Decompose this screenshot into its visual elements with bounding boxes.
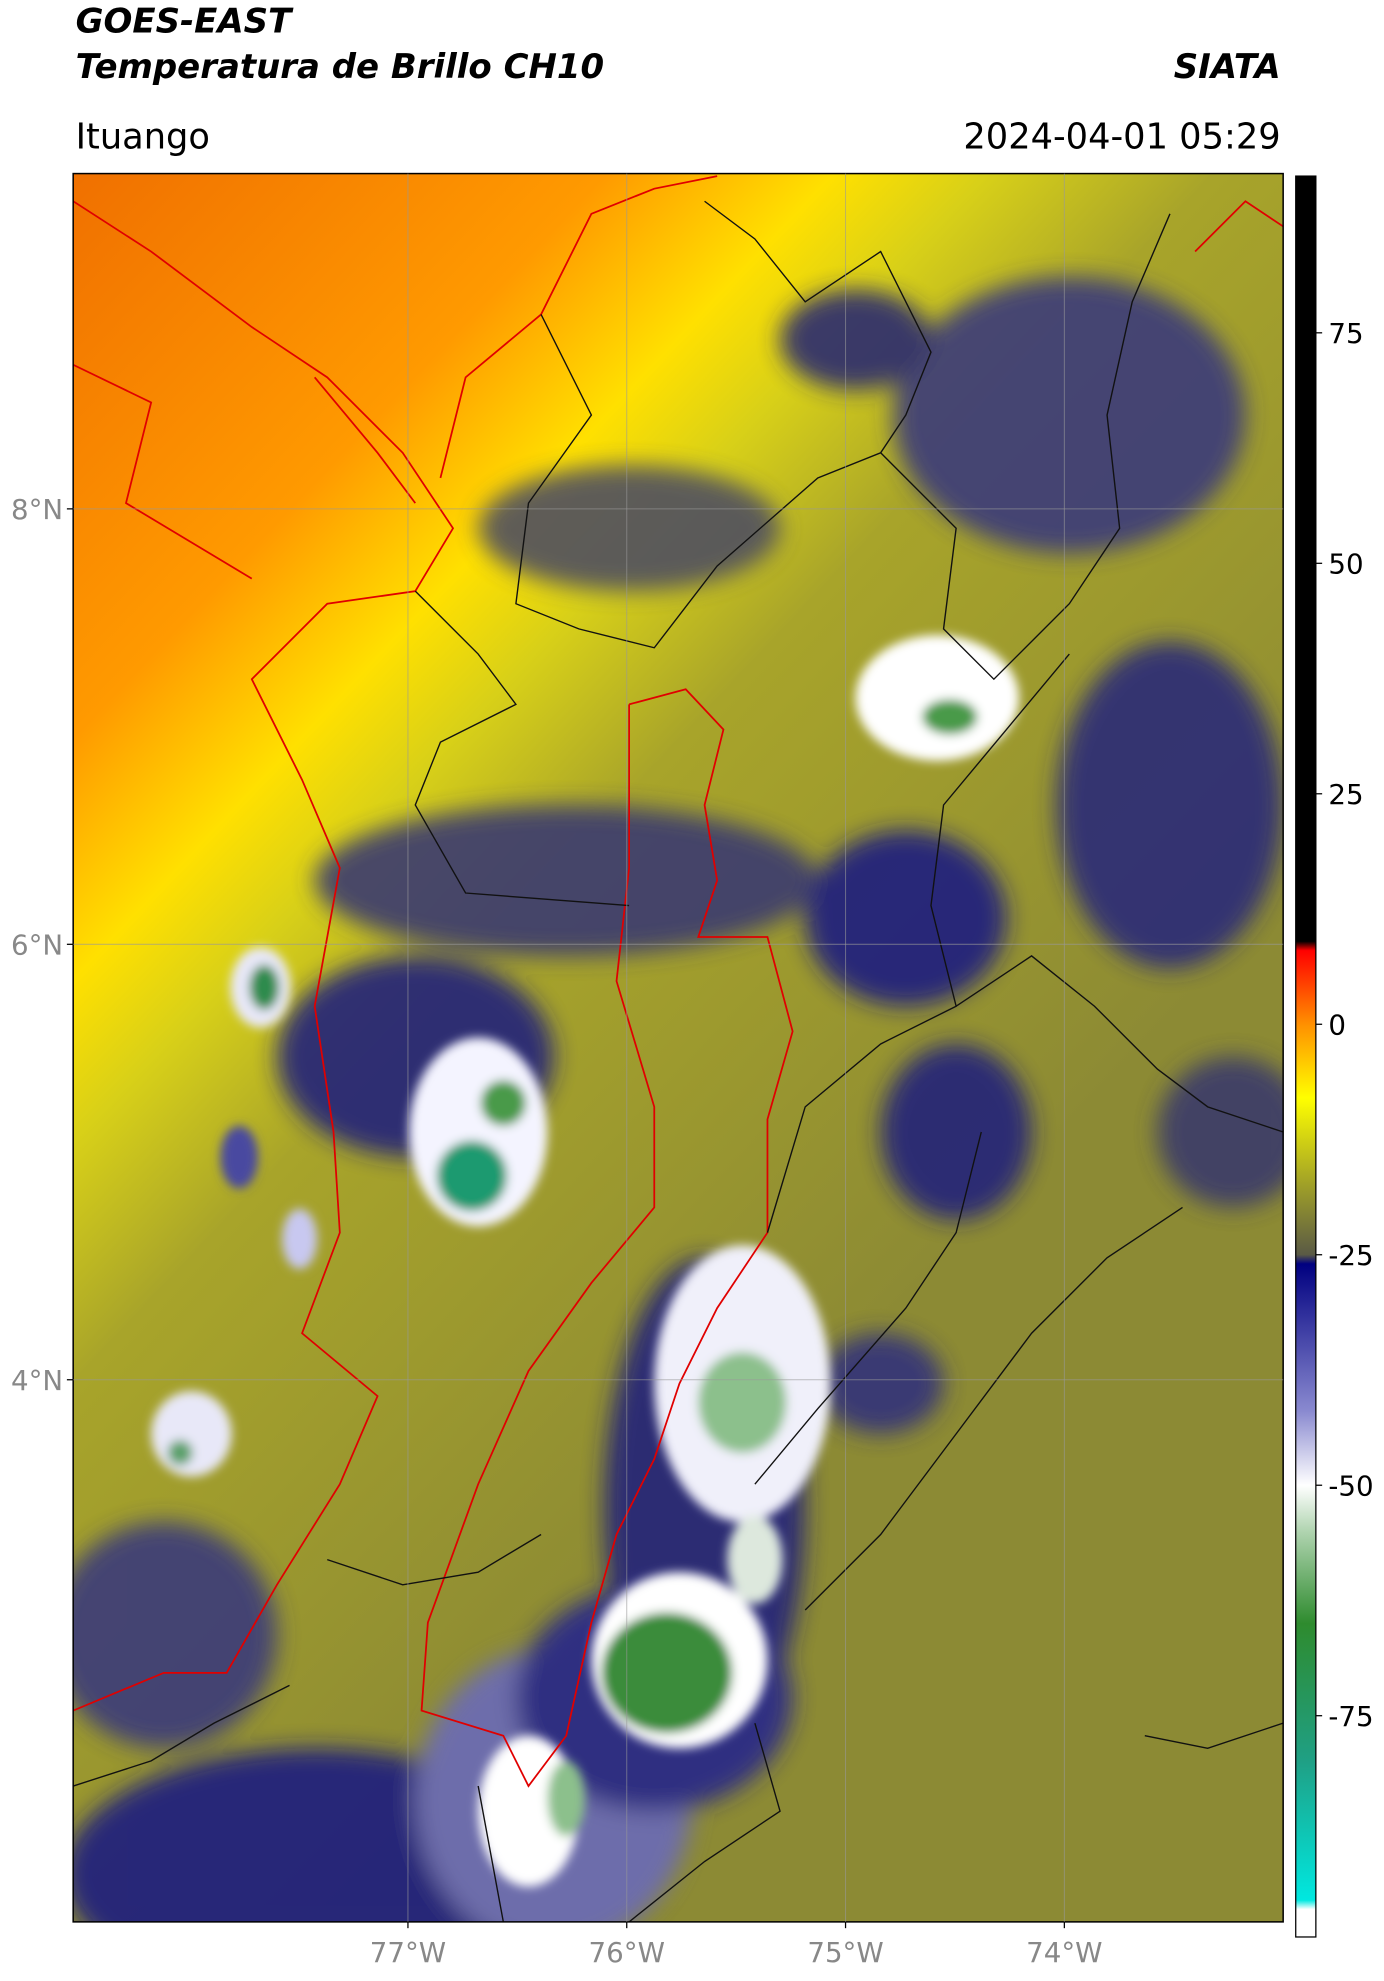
colorbar-tick-label: 75 bbox=[1328, 317, 1363, 350]
title: GOES-EAST bbox=[76, 2, 294, 42]
lon-tick-label: 75°W bbox=[807, 1936, 883, 1969]
colorbar-tick-label: 50 bbox=[1328, 547, 1363, 580]
colorbar-tick-label: -50 bbox=[1328, 1469, 1373, 1502]
lon-tick-label: 74°W bbox=[1026, 1936, 1102, 1969]
boundaries-black bbox=[73, 200, 1284, 1922]
location: Ituango bbox=[76, 116, 210, 157]
lon-tick-label: 76°W bbox=[589, 1936, 665, 1969]
map-frame bbox=[72, 172, 1284, 1923]
boundaries-red bbox=[73, 175, 1284, 1788]
satellite-image bbox=[73, 173, 1284, 1922]
subtitle: Temperatura de Brillo CH10 bbox=[76, 47, 604, 87]
lon-tick-label: 77°W bbox=[370, 1936, 446, 1969]
colorbar bbox=[1295, 175, 1317, 1938]
lat-tick-label: 4°N bbox=[11, 1364, 63, 1397]
datetime: 2024-04-01 05:29 bbox=[963, 116, 1280, 157]
colorbar-tick-label: 25 bbox=[1328, 778, 1363, 811]
lat-tick-label: 6°N bbox=[11, 928, 63, 961]
colorbar-tick-label: 0 bbox=[1328, 1008, 1346, 1041]
org: SIATA bbox=[1174, 47, 1281, 87]
colorbar-tick-label: -25 bbox=[1328, 1239, 1373, 1272]
lat-tick-label: 8°N bbox=[11, 493, 63, 526]
colorbar-tick-label: -75 bbox=[1328, 1700, 1373, 1733]
